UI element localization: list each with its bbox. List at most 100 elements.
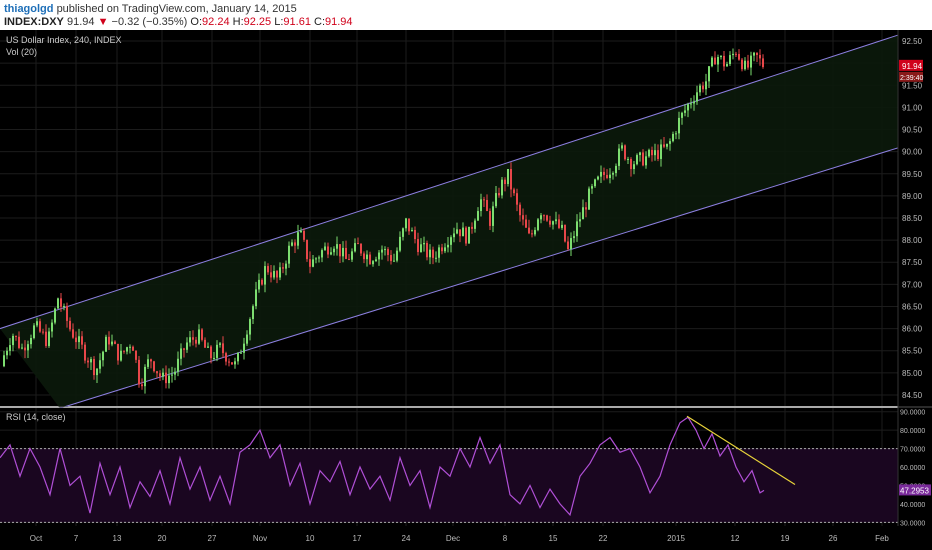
candle-body [480,199,482,212]
candle-body [300,230,302,233]
price-chart[interactable]: US Dollar Index, 240, INDEX Vol (20) RSI … [0,30,932,550]
candle-body [738,54,740,60]
candle-body [387,249,389,256]
price-tick-label: 84.50 [902,391,923,400]
time-tick-label: 19 [781,534,790,543]
candle-body [330,252,332,255]
candle-body [399,236,401,251]
candle-body [696,92,698,102]
candle-body [750,55,752,68]
candle-body [693,101,695,104]
candle-body [30,337,32,345]
candle-body [612,173,614,175]
candle-body [231,362,233,365]
candle-body [27,344,29,351]
candle-body [681,112,683,118]
candle-body [717,57,719,65]
candle-body [165,372,167,384]
rsi-pane[interactable]: RSI (14, close) [0,408,898,526]
time-tick-label: Nov [253,534,267,543]
time-axis-background [0,526,932,550]
candle-body [741,59,743,70]
candle-body [78,336,80,343]
candle-body [573,236,575,239]
candle-body [186,342,188,350]
candle-body [228,361,230,363]
candle-body [588,188,590,210]
candle-body [597,176,599,180]
candle-body [438,247,440,258]
candle-body [306,239,308,260]
candle-body [51,322,53,332]
candle-body [345,247,347,259]
candle-body [534,230,536,235]
candle-body [150,359,152,362]
candle-body [450,237,452,245]
price-pane[interactable]: US Dollar Index, 240, INDEX Vol (20) [0,30,901,409]
candle-body [195,339,197,344]
candle-body [36,321,38,326]
candle-body [663,144,665,147]
channel-upper-line [0,33,901,330]
candle-body [261,279,263,285]
last-price-tag-text: 91.94 [902,62,923,71]
candle-body [618,148,620,166]
candle-body [615,165,617,174]
candle-body [66,306,68,321]
candle-body [504,179,506,184]
candle-body [324,246,326,251]
candle-body [492,206,494,226]
candle-body [444,247,446,252]
candle-body [624,145,626,160]
candle-body [714,57,716,65]
candle-body [375,259,377,262]
candle-body [57,298,59,309]
open-value: 92.24 [202,16,230,28]
high-value: 92.25 [243,16,272,28]
candle-body [396,250,398,261]
candle-body [147,359,149,367]
chart-header: thiagolgd published on TradingView.com, … [0,0,932,30]
candle-body [93,359,95,376]
candle-body [723,55,725,67]
rsi-tick-label: 40.0000 [900,502,925,509]
low-value: 91.61 [283,16,311,28]
channel-lower-line [59,146,901,409]
candle-body [522,215,524,220]
candle-body [540,215,542,220]
candle-body [105,336,107,352]
candle-body [411,230,413,232]
price-tick-label: 88.50 [902,214,923,223]
candle-body [156,371,158,374]
candle-body [120,350,122,361]
axes: 84.50 85.00 85.50 86.00 86.50 87.00 87.50 88.00… [0,30,932,550]
candle-body [69,320,71,330]
author-link[interactable]: thiagolgd [4,3,54,15]
published-text: published on TradingView.com, January 14… [56,3,297,15]
candle-body [393,260,395,262]
candle-body [174,371,176,375]
candle-body [72,329,74,338]
candle-body [192,337,194,340]
candle-body [114,341,116,344]
price-pane-title: US Dollar Index, 240, INDEX [6,35,122,45]
candle-body [441,247,443,252]
candle-body [621,145,623,149]
candle-body [207,346,209,348]
candle-body [243,343,245,353]
candle-body [297,232,299,246]
rsi-pane-title: RSI (14, close) [6,412,66,422]
candle-body [687,104,689,111]
candle-body [270,272,272,278]
candle-body [366,254,368,260]
candle-body [627,158,629,160]
time-tick-label: 12 [731,534,740,543]
candle-body [603,171,605,175]
symbol-name[interactable]: INDEX:DXY [4,16,64,28]
candle-body [747,60,749,68]
candle-body [282,267,284,269]
symbol-quote-line: INDEX:DXY 91.94 ▼ −0.32 (−0.35%) O:92.24… [4,16,353,28]
candle-body [246,334,248,344]
publisher-line: thiagolgd published on TradingView.com, … [4,3,297,15]
candle-body [39,321,41,332]
